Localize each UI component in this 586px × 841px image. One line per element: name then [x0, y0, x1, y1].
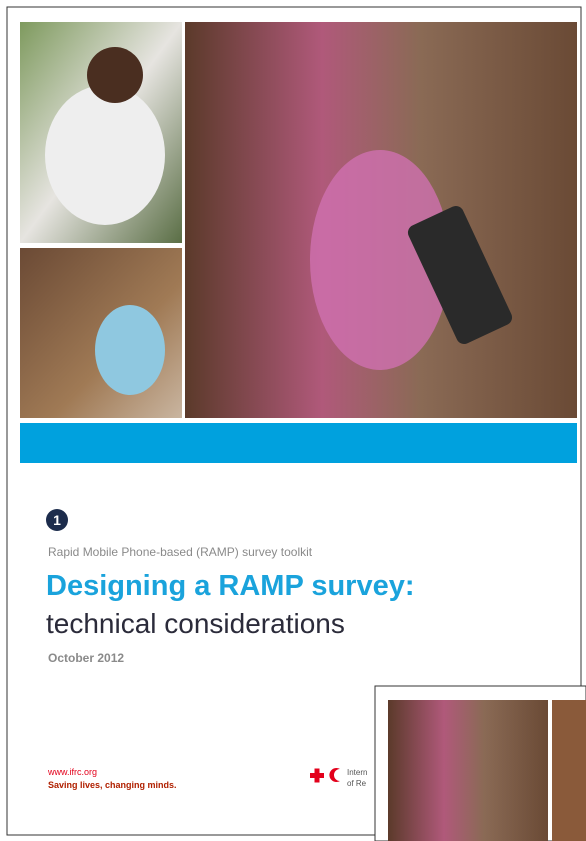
- photo-detail: [87, 47, 143, 103]
- blue-band: [20, 423, 577, 463]
- logo-text: Intern: [347, 768, 368, 777]
- date: October 2012: [48, 651, 125, 665]
- phone: [407, 206, 513, 344]
- number-badge: [46, 509, 68, 531]
- logo-cross: [314, 768, 320, 783]
- slogan: Saving lives, changing minds.: [48, 780, 177, 790]
- photo-detail: [310, 150, 450, 370]
- logo-crescent: [329, 768, 340, 782]
- subtitle: technical considerations: [46, 608, 345, 639]
- url: www.ifrc.org: [48, 767, 98, 777]
- photo-detail: [45, 85, 165, 225]
- logo-text: of Re: [347, 779, 367, 788]
- thumbnail-photo: [552, 700, 586, 841]
- photo-detail: [95, 305, 165, 395]
- logo: [306, 767, 344, 791]
- thumbnail-photo: [388, 700, 548, 841]
- title: Designing a RAMP survey:: [46, 570, 415, 602]
- number: 1: [53, 512, 61, 528]
- series-title: Rapid Mobile Phone-based (RAMP) survey t…: [48, 545, 313, 559]
- page-border: [6, 6, 582, 836]
